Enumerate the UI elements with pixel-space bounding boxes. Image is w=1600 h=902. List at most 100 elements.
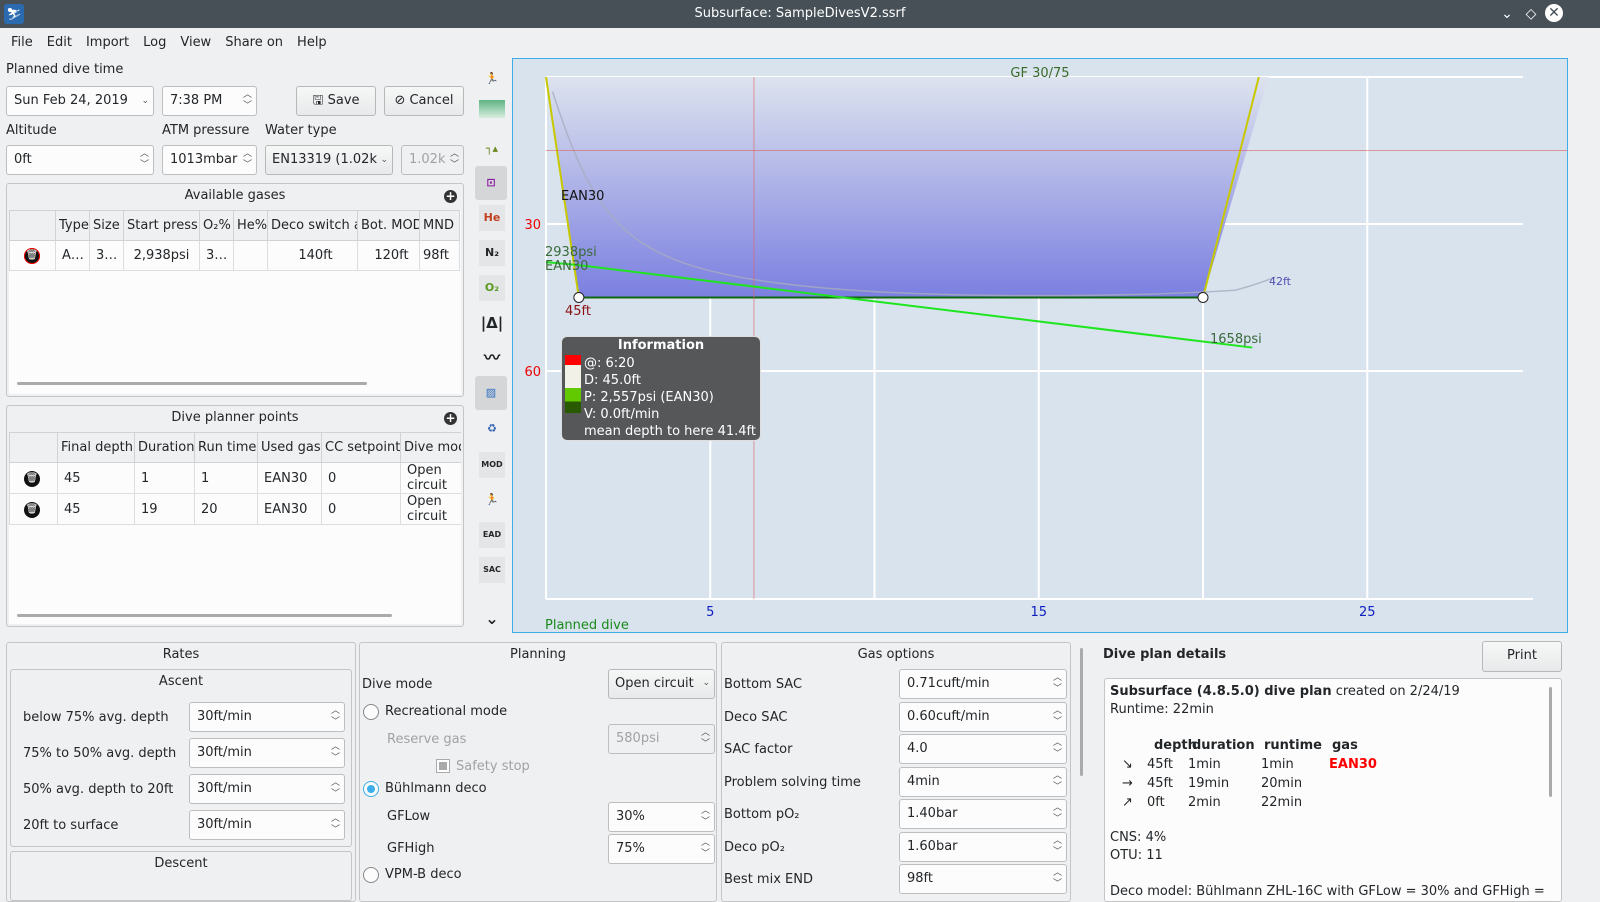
cell-duration[interactable]: 1	[134, 462, 195, 494]
n2-pressure-icon[interactable]: N₂	[479, 240, 505, 266]
spinner-icon[interactable]: ︿ ﹀	[1052, 770, 1062, 792]
spinner-icon[interactable]: ︿ ﹀	[700, 838, 710, 859]
spinner-icon[interactable]: ︿ ﹀	[1052, 738, 1062, 759]
rate-20ft-surface-field[interactable]: 30ft/min ︿ ﹀	[189, 810, 345, 840]
spinner-icon[interactable]: ︿ ﹀	[242, 149, 252, 170]
spinner-icon[interactable]: ︿ ﹀	[1052, 803, 1062, 824]
dive-mode-select[interactable]: Open circuit ⌄	[608, 669, 715, 699]
mod-icon[interactable]: MOD	[479, 452, 505, 478]
gas-option-field[interactable]: 0.71cuft/min ︿ ﹀	[899, 669, 1067, 699]
vpm-radio[interactable]	[363, 867, 379, 883]
table-row[interactable]: 🗑 45 1 1 EAN30 0 Open circuit	[9, 462, 461, 494]
gas-icon[interactable]: ♻	[487, 422, 497, 435]
gfhigh-field[interactable]: 75% ︿ ﹀	[608, 834, 715, 864]
close-icon[interactable]: ✕	[1545, 4, 1563, 22]
cell-run-time[interactable]: 1	[194, 462, 258, 494]
ceiling-icon[interactable]: ┐▴	[485, 142, 499, 155]
menu-file[interactable]: File	[11, 34, 33, 50]
cell-mnd[interactable]: 98ft	[419, 240, 460, 271]
col-he[interactable]: He%	[233, 210, 268, 241]
spinner-icon[interactable]: ︿ ﹀	[330, 814, 340, 835]
cell-dive-mode[interactable]: Open circuit	[400, 493, 461, 525]
buhlmann-radio[interactable]	[363, 781, 379, 797]
gflow-field[interactable]: 30% ︿ ﹀	[608, 802, 715, 832]
col-type[interactable]: Type	[55, 210, 90, 241]
tissue-heatmap-icon[interactable]	[479, 100, 505, 118]
col-size[interactable]: Size	[89, 210, 124, 241]
add-gas-icon[interactable]: +	[444, 189, 457, 203]
menu-share[interactable]: Share on	[225, 34, 284, 50]
spinner-icon[interactable]: ︿ ﹀	[1052, 835, 1062, 857]
menu-view[interactable]: View	[180, 34, 212, 50]
sac-icon[interactable]: SAC	[479, 557, 505, 583]
cell-run-time[interactable]: 20	[194, 493, 258, 525]
dive-plan-details-text[interactable]: Subsurface (4.8.5.0) dive plan created o…	[1104, 678, 1562, 902]
cell-cc-setpoint[interactable]: 0	[321, 493, 401, 525]
col-duration[interactable]: Duration	[134, 432, 195, 463]
cell-final-depth[interactable]: 45	[57, 462, 135, 494]
rate-75-50-field[interactable]: 30ft/min ︿ ﹀	[189, 738, 345, 768]
cell-dive-mode[interactable]: Open circuit	[400, 462, 461, 494]
maximize-icon[interactable]: ◇	[1525, 6, 1537, 22]
pictures-icon[interactable]: ▨	[475, 376, 507, 410]
spinner-icon[interactable]: ︿ ﹀	[139, 149, 149, 170]
add-point-icon[interactable]: +	[444, 411, 457, 425]
recreational-radio[interactable]	[363, 704, 379, 720]
ead-icon[interactable]: EAD	[479, 522, 505, 548]
ruler-icon[interactable]: |Δ|	[480, 314, 504, 332]
cell-used-gas[interactable]: EAN30	[257, 493, 322, 525]
col-final-depth[interactable]: Final depth	[57, 432, 135, 463]
table-row[interactable]: 🗑 A… 3… 2,938psi 3… 140ft 120ft 98ft	[9, 240, 460, 271]
spinner-icon[interactable]: ︿ ﹀	[700, 806, 710, 827]
cancel-button[interactable]: ⊘ Cancel	[384, 86, 464, 116]
splitter-handle[interactable]	[1080, 648, 1083, 776]
col-mnd[interactable]: MND	[419, 210, 460, 241]
menu-log[interactable]: Log	[143, 34, 167, 50]
trash-icon[interactable]: 🗑	[24, 501, 40, 518]
spinner-icon[interactable]: ︿ ﹀	[1052, 868, 1062, 889]
water-type-select[interactable]: EN13319 (1.02k ⌄	[265, 145, 393, 175]
gas-option-field[interactable]: 98ft ︿ ﹀	[899, 864, 1067, 894]
cell-cc-setpoint[interactable]: 0	[321, 462, 401, 494]
menu-import[interactable]: Import	[85, 34, 130, 50]
cell-duration[interactable]: 19	[134, 493, 195, 525]
spinner-icon[interactable]: ︿ ﹀	[330, 742, 340, 763]
table-row[interactable]: 🗑 45 19 20 EAN30 0 Open circuit	[9, 493, 461, 525]
minimize-icon[interactable]: ⌄	[1501, 6, 1513, 22]
col-cc-setpoint[interactable]: CC setpoint	[321, 432, 401, 463]
gas-option-field[interactable]: 4.0 ︿ ﹀	[899, 734, 1067, 764]
menu-edit[interactable]: Edit	[46, 34, 72, 50]
date-select[interactable]: Sun Feb 24, 2019 ⌄	[6, 86, 154, 116]
spinner-icon[interactable]: ︿ ﹀	[330, 778, 340, 799]
col-dive-mode[interactable]: Dive mode	[400, 432, 461, 463]
col-o2[interactable]: O₂%	[199, 210, 234, 241]
cell-final-depth[interactable]: 45	[57, 493, 135, 525]
cell-type[interactable]: A…	[55, 240, 90, 271]
horizontal-scrollbar[interactable]	[17, 614, 392, 617]
horizontal-scrollbar[interactable]	[17, 382, 367, 385]
profile-svg[interactable]: GF 30/755 15 253060EAN302938psiEAN3045ft16…	[513, 59, 1567, 632]
menu-help[interactable]: Help	[297, 34, 327, 50]
trash-icon[interactable]: 🗑	[24, 470, 40, 487]
time-field[interactable]: 7:38 PM ︿ ﹀	[162, 86, 257, 116]
more-chevron-icon[interactable]: ⌄	[485, 609, 499, 628]
save-button[interactable]: 🖫 Save	[296, 86, 376, 116]
calculated-ceiling-icon[interactable]: ⊡	[475, 166, 507, 200]
scale-graph-icon[interactable]: 〰	[483, 348, 500, 367]
col-start-press[interactable]: Start press	[123, 210, 200, 241]
spinner-icon[interactable]: ︿ ﹀	[330, 706, 340, 727]
cell-bot-mod[interactable]: 120ft	[357, 240, 420, 271]
gas-option-field[interactable]: 4min ︿ ﹀	[899, 766, 1067, 797]
spinner-icon[interactable]: ︿ ﹀	[242, 90, 252, 111]
gas-option-field[interactable]: 1.40bar ︿ ﹀	[899, 799, 1067, 829]
cell-used-gas[interactable]: EAN30	[257, 462, 322, 494]
ndl-icon[interactable]: 🏃	[485, 493, 499, 506]
spinner-icon[interactable]: ︿ ﹀	[1052, 673, 1062, 694]
spinner-icon[interactable]: ︿ ﹀	[1052, 705, 1062, 727]
he-pressure-icon[interactable]: He	[479, 205, 505, 231]
col-used-gas[interactable]: Used gas	[257, 432, 322, 463]
atm-field[interactable]: 1013mbar ︿ ﹀	[162, 145, 257, 175]
cell-o2[interactable]: 3…	[199, 240, 234, 271]
details-scrollbar[interactable]	[1549, 687, 1552, 797]
dive-computer-icon[interactable]: 🏃	[485, 72, 499, 85]
